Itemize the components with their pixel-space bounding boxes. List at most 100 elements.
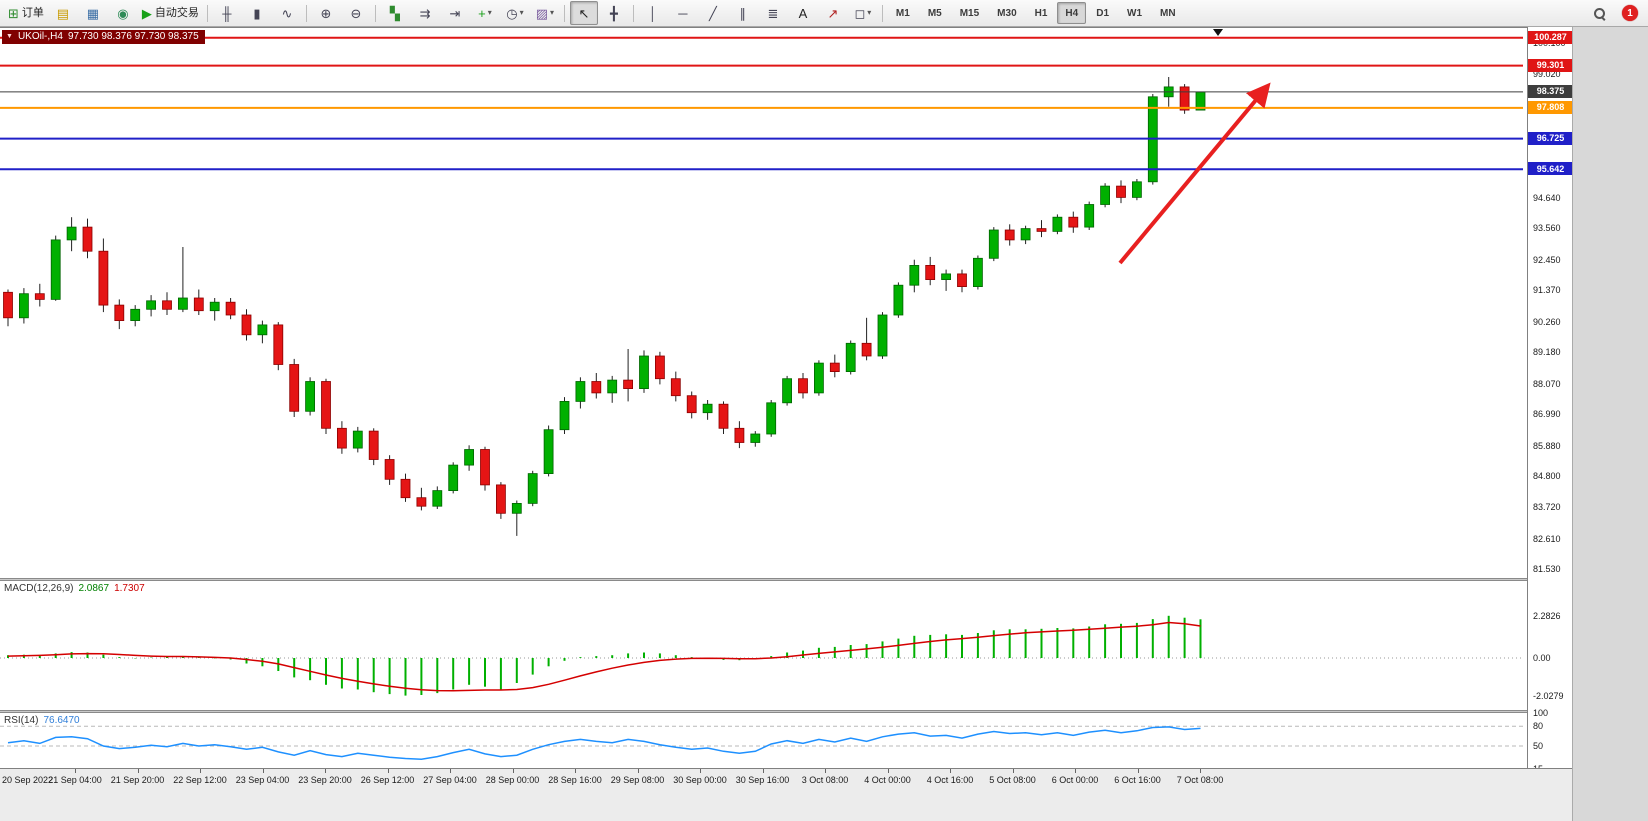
time-axis-tick xyxy=(325,769,326,773)
time-axis-label: 27 Sep 04:00 xyxy=(423,775,477,785)
auto-scroll-button[interactable]: ⇉ xyxy=(411,1,439,25)
hline-tool-button[interactable]: ─ xyxy=(669,1,697,25)
main-chart-pane[interactable] xyxy=(0,27,1527,578)
rsi-pane[interactable] xyxy=(0,713,1527,768)
cursor-button[interactable]: ↖ xyxy=(569,1,598,25)
chart-symbol-period: UKOil-,H4 xyxy=(17,31,63,42)
notification-badge[interactable]: 1 xyxy=(1622,5,1638,21)
crosshair-icon: ╋ xyxy=(609,5,618,21)
scroll-anchor-icon[interactable] xyxy=(1213,29,1223,36)
candle-chart-button[interactable]: ▮ xyxy=(243,1,271,25)
time-axis[interactable]: 20 Sep 2022 21 Sep 04:00 21 Sep 20:00 22 Se… xyxy=(0,768,1572,821)
price-scale-label: 90.260 xyxy=(1533,316,1561,327)
autotrade-button[interactable]: ▶ 自动交易 xyxy=(139,1,202,25)
time-axis-tick xyxy=(887,769,889,773)
search-button[interactable] xyxy=(1585,1,1613,25)
price-scale[interactable]: 100.10099.02094.64093.56092.45091.37090.… xyxy=(1527,27,1573,774)
vline-tool-button[interactable]: │ xyxy=(639,1,667,25)
search-icon xyxy=(1593,7,1605,19)
zoom-in-icon: ⊕ xyxy=(320,5,332,21)
time-axis-tick xyxy=(512,769,514,773)
rsi-value: 76.6470 xyxy=(43,715,80,726)
vertical-line-icon: │ xyxy=(648,5,657,21)
time-axis-tick xyxy=(825,769,826,773)
toolbar-separator xyxy=(881,4,883,22)
chart-title-bar[interactable]: ▼ UKOil-,H4 97.730 98.376 97.730 98.375 xyxy=(2,30,205,44)
timeframe-button-h4[interactable]: H4 xyxy=(1057,2,1087,24)
timeframe-button-m1[interactable]: M1 xyxy=(895,7,910,19)
zoom-out-button[interactable]: ⊖ xyxy=(342,1,370,25)
time-axis-tick xyxy=(1075,769,1076,773)
data-window-button[interactable]: ◉ xyxy=(109,1,137,25)
tile-windows-button[interactable]: ▚ xyxy=(381,1,409,25)
fibo-tool-button[interactable]: ≣ xyxy=(759,1,787,25)
toolbar-separator xyxy=(374,4,376,22)
toolbar-separator xyxy=(305,4,307,22)
time-axis-tick xyxy=(1200,769,1201,773)
shapes-tool-button[interactable]: ◻ ▾ xyxy=(849,1,877,25)
time-axis-label: 4 Oct 16:00 xyxy=(926,775,974,785)
chart-shift-icon: ⇥ xyxy=(449,5,461,21)
support-line-1-badge: 96.725 xyxy=(1528,131,1573,145)
time-axis-label: 26 Sep 12:00 xyxy=(360,775,415,785)
time-axis-tick xyxy=(75,769,76,773)
time-axis-label: 23 Sep 04:00 xyxy=(235,775,290,785)
time-axis-label: 29 Sep 08:00 xyxy=(610,775,665,785)
bar-chart-icon: ╫ xyxy=(222,5,232,21)
time-axis-tick xyxy=(1012,769,1014,773)
macd-main-value: 2.0867 xyxy=(78,583,110,594)
price-scale-label: 92.450 xyxy=(1533,254,1561,265)
time-axis-tick xyxy=(1137,769,1139,773)
resistance-line-2-badge: 99.301 xyxy=(1528,58,1573,72)
pane-splitter[interactable] xyxy=(0,710,1572,713)
market-watch-button[interactable]: ▤ xyxy=(49,1,77,25)
time-axis-label: 30 Sep 00:00 xyxy=(673,775,727,785)
time-axis-label: 21 Sep 04:00 xyxy=(48,775,102,785)
price-scale-label: 81.530 xyxy=(1533,564,1561,575)
text-tool-button[interactable]: A xyxy=(789,1,817,25)
time-axis-tick xyxy=(387,769,389,773)
zoom-out-icon: ⊖ xyxy=(350,5,362,21)
bar-chart-button[interactable]: ╫ xyxy=(213,1,241,25)
new-order-button-label: 订单 xyxy=(21,6,44,19)
price-scale-label: 85.880 xyxy=(1533,440,1561,451)
time-axis-tick xyxy=(700,769,701,773)
toolbar-separator xyxy=(632,4,634,22)
timeframe-button-d1[interactable]: D1 xyxy=(1096,7,1110,19)
timeframe-button-h1[interactable]: H1 xyxy=(1034,7,1048,19)
rsi-scale-label: 80 xyxy=(1533,721,1544,732)
new-order-button[interactable]: ⊞ 订单 xyxy=(5,1,47,25)
crosshair-button[interactable]: ╋ xyxy=(600,1,628,25)
channel-tool-button[interactable]: ∥ xyxy=(729,1,757,25)
timeframe-button-w1[interactable]: W1 xyxy=(1127,7,1143,19)
timeframe-button-m5[interactable]: M5 xyxy=(927,7,942,19)
templates-button[interactable]: ▨ ▾ xyxy=(531,1,559,25)
window-gutter xyxy=(1572,27,1648,821)
line-chart-button[interactable]: ∿ xyxy=(273,1,301,25)
timeframe-button-mn[interactable]: MN xyxy=(1160,7,1176,19)
timeframe-button-m30[interactable]: M30 xyxy=(997,7,1017,19)
time-axis-label: 4 Oct 00:00 xyxy=(864,775,911,785)
timeframe-button-m15[interactable]: M15 xyxy=(959,7,980,19)
resistance-line-1-badge: 100.287 xyxy=(1528,30,1573,44)
tile-windows-icon: ▚ xyxy=(389,5,400,21)
text-tool-icon: A xyxy=(798,5,808,21)
zoom-in-button[interactable]: ⊕ xyxy=(312,1,340,25)
indicators-button[interactable]: + ▾ xyxy=(471,1,499,25)
pane-splitter[interactable] xyxy=(0,578,1572,581)
arrows-tool-button[interactable]: ↗ xyxy=(819,1,847,25)
time-axis-tick xyxy=(450,769,451,773)
fibonacci-icon: ≣ xyxy=(767,5,779,21)
chart-shift-button[interactable]: ⇥ xyxy=(441,1,469,25)
periods-button[interactable]: ◷ ▾ xyxy=(501,1,529,25)
macd-scale-label: 2.2826 xyxy=(1533,610,1561,621)
bid-price-line-badge: 98.375 xyxy=(1528,84,1573,98)
price-scale-label: 83.720 xyxy=(1533,502,1561,512)
new-order-icon: ⊞ xyxy=(8,5,19,21)
price-scale-label: 93.560 xyxy=(1533,223,1561,234)
candle-chart-icon: ▮ xyxy=(253,5,261,21)
macd-pane[interactable] xyxy=(0,581,1527,710)
trendline-tool-button[interactable]: ╱ xyxy=(699,1,727,25)
chart-window-button[interactable]: ▦ xyxy=(79,1,107,25)
